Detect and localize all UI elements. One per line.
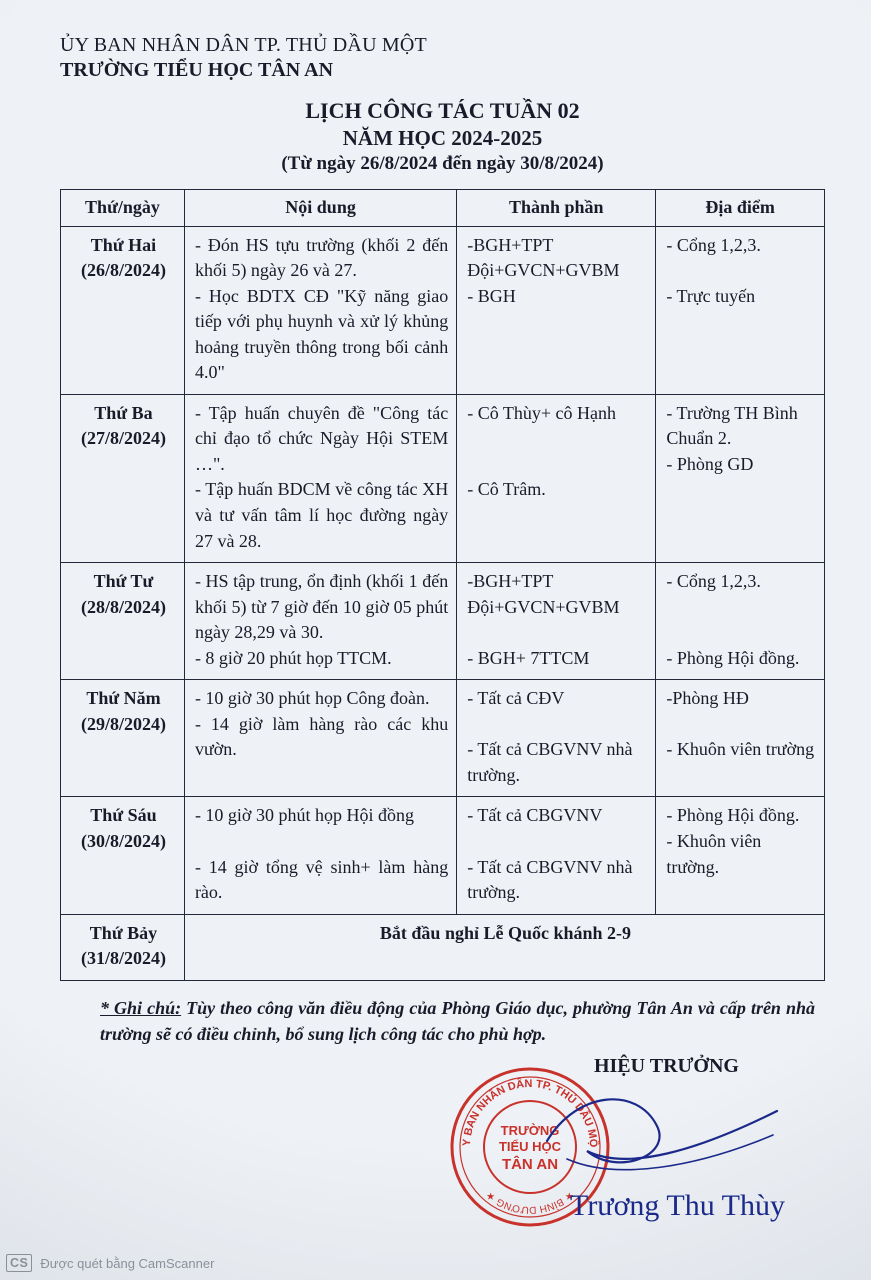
footnote: * Ghi chú: Tùy theo công văn điều động c… — [100, 995, 815, 1047]
title-line-3: (Từ ngày 26/8/2024 đến ngày 30/8/2024) — [60, 153, 825, 175]
signature-title: HIỆU TRƯỞNG — [594, 1055, 739, 1078]
table-header-row: Thứ/ngày Nội dung Thành phần Địa điểm — [61, 190, 825, 227]
content-cell: - Đón HS tựu trường (khối 2 đến khối 5) … — [184, 226, 456, 394]
table-row: Thứ Năm(29/8/2024)- 10 giờ 30 phút họp C… — [61, 680, 825, 797]
scanner-badge: CS Được quét bằng CamScanner — [6, 1254, 214, 1272]
document-title: LỊCH CÔNG TÁC TUẦN 02 NĂM HỌC 2024-2025 … — [60, 98, 825, 175]
day-cell: Thứ Năm(29/8/2024) — [61, 680, 185, 797]
title-line-1: LỊCH CÔNG TÁC TUẦN 02 — [60, 98, 825, 124]
participants-cell: -BGH+TPT Đội+GVCN+GVBM- BGH+ 7TTCM — [457, 563, 656, 680]
location-cell: - Trường TH Bình Chuẩn 2.- Phòng GD — [656, 394, 825, 562]
org-line-1: ỦY BAN NHÂN DÂN TP. THỦ DẦU MỘT — [60, 34, 825, 57]
day-cell: Thứ Sáu(30/8/2024) — [61, 797, 185, 914]
content-cell: - 10 giờ 30 phút họp Hội đồng- 14 giờ tổ… — [184, 797, 456, 914]
document-page: ỦY BAN NHÂN DÂN TP. THỦ DẦU MỘT TRƯỜNG T… — [0, 0, 871, 1280]
content-cell: - Tập huấn chuyên đề "Công tác chỉ đạo t… — [184, 394, 456, 562]
col-location: Địa điểm — [656, 190, 825, 227]
footnote-label: * Ghi chú: — [100, 998, 181, 1018]
col-content: Nội dung — [184, 190, 456, 227]
location-cell: - Phòng Hội đồng.- Khuôn viên trường. — [656, 797, 825, 914]
location-cell: - Cổng 1,2,3.- Phòng Hội đồng. — [656, 563, 825, 680]
signature-block: HIỆU TRƯỞNG ỦY BAN NHÂN DÂN TP. THỦ DẦU … — [60, 1055, 825, 1265]
participants-cell: - Cô Thùy+ cô Hạnh- Cô Trâm. — [457, 394, 656, 562]
org-line-2: TRƯỜNG TIỂU HỌC TÂN AN — [60, 59, 825, 82]
table-body: Thứ Hai(26/8/2024)- Đón HS tựu trường (k… — [61, 226, 825, 980]
content-cell: - HS tập trung, ổn định (khối 1 đến khối… — [184, 563, 456, 680]
location-cell: -Phòng HĐ- Khuôn viên trường — [656, 680, 825, 797]
table-row: Thứ Ba(27/8/2024)- Tập huấn chuyên đề "C… — [61, 394, 825, 562]
table-row: Thứ Tư(28/8/2024)- HS tập trung, ổn định… — [61, 563, 825, 680]
footnote-text: Tùy theo công văn điều động của Phòng Gi… — [100, 998, 815, 1044]
day-cell: Thứ Bảy(31/8/2024) — [61, 914, 185, 980]
schedule-table: Thứ/ngày Nội dung Thành phần Địa điểm Th… — [60, 189, 825, 981]
day-cell: Thứ Tư(28/8/2024) — [61, 563, 185, 680]
day-cell: Thứ Ba(27/8/2024) — [61, 394, 185, 562]
signature-flourish — [527, 1081, 787, 1191]
col-participants: Thành phần — [457, 190, 656, 227]
location-cell: - Cổng 1,2,3.- Trực tuyến — [656, 226, 825, 394]
signature-name: Trương Thu Thùy — [570, 1189, 785, 1223]
table-row: Thứ Sáu(30/8/2024)- 10 giờ 30 phút họp H… — [61, 797, 825, 914]
scanner-text: Được quét bằng CamScanner — [40, 1256, 214, 1271]
participants-cell: -BGH+TPT Đội+GVCN+GVBM- BGH — [457, 226, 656, 394]
table-row-saturday: Thứ Bảy(31/8/2024)Bắt đầu nghỉ Lễ Quốc k… — [61, 914, 825, 980]
participants-cell: - Tất cả CĐV- Tất cả CBGVNV nhà trường. — [457, 680, 656, 797]
content-cell: - 10 giờ 30 phút họp Công đoàn.- 14 giờ … — [184, 680, 456, 797]
scanner-logo: CS — [6, 1254, 32, 1272]
day-cell: Thứ Hai(26/8/2024) — [61, 226, 185, 394]
title-line-2: NĂM HỌC 2024-2025 — [60, 126, 825, 151]
holiday-note: Bắt đầu nghỉ Lễ Quốc khánh 2-9 — [184, 914, 824, 980]
col-day: Thứ/ngày — [61, 190, 185, 227]
table-row: Thứ Hai(26/8/2024)- Đón HS tựu trường (k… — [61, 226, 825, 394]
participants-cell: - Tất cả CBGVNV- Tất cả CBGVNV nhà trườn… — [457, 797, 656, 914]
org-header: ỦY BAN NHÂN DÂN TP. THỦ DẦU MỘT TRƯỜNG T… — [60, 34, 825, 82]
